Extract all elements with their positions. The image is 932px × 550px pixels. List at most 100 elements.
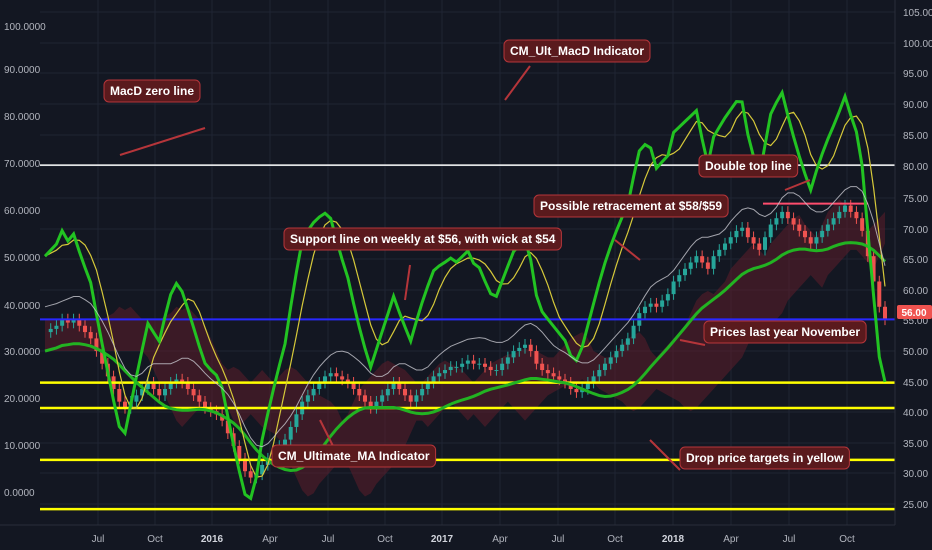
arrow-4 [404, 264, 411, 301]
x-tick-11: Apr [723, 534, 739, 545]
callout-5: Prices last year November [703, 320, 867, 344]
candle-body-120 [728, 237, 733, 244]
candle-body-50 [328, 373, 333, 377]
candle-body-113 [688, 262, 693, 269]
right-tick-0: 105.00 [903, 8, 932, 19]
candle-body-63 [403, 389, 407, 396]
right-tick-14: 35.00 [903, 439, 928, 450]
candle-body-16 [134, 395, 139, 402]
candle-body-46 [305, 395, 310, 402]
candle-body-22 [168, 382, 173, 390]
candle-body-47 [311, 389, 316, 396]
candle-body-78 [488, 366, 493, 371]
candle-body-108 [660, 300, 665, 307]
candle-body-143 [860, 218, 865, 231]
right-tick-16: 25.00 [903, 500, 928, 511]
candle-body-126 [763, 237, 767, 250]
callout-box-5 [703, 320, 867, 344]
right-tick-7: 70.00 [903, 225, 928, 236]
candles [48, 199, 887, 484]
ma-line [44, 241, 887, 473]
candle-body-57 [368, 401, 373, 408]
right-tick-3: 90.00 [903, 100, 928, 111]
candle-body-101 [620, 344, 625, 352]
x-tick-1: Oct [147, 534, 163, 545]
candle-body-5 [71, 319, 76, 323]
candle-body-72 [454, 366, 459, 368]
candle-body-1 [48, 328, 53, 333]
candle-body-115 [700, 256, 705, 263]
right-axis: 105.00 100.00 95.00 90.00 85.00 80.00 75.00 70.… [894, 0, 932, 525]
left-axis: 100.0000 90.0000 80.0000 70.0000 60.0000 50.0… [4, 22, 46, 499]
candle-body-66 [420, 389, 425, 396]
candle-body-34 [237, 445, 242, 459]
x-tick-3: Apr [262, 534, 278, 545]
left-tick-3: 70.0000 [4, 159, 41, 170]
arrow-3 [614, 239, 641, 261]
candle-body-17 [140, 389, 145, 396]
candle-body-13 [117, 389, 122, 402]
right-tick-10: 55.00 [903, 316, 928, 327]
candle-body-76 [477, 363, 482, 365]
candle-body-38 [260, 464, 265, 475]
candle-body-128 [774, 218, 779, 225]
left-tick-8: 20.0000 [4, 394, 41, 405]
x-tick-6: 2017 [431, 534, 454, 545]
macd-line [43, 88, 887, 501]
callout-box-7 [679, 446, 850, 470]
candle-body-96 [591, 376, 596, 383]
candle-body-129 [780, 211, 785, 219]
left-tick-0: 100.0000 [4, 22, 46, 33]
candle-body-118 [717, 249, 722, 257]
x-tick-5: Oct [377, 534, 393, 545]
candle-body-85 [528, 344, 533, 352]
candle-body-124 [751, 237, 756, 244]
candle-body-3 [60, 319, 65, 326]
left-tick-4: 60.0000 [4, 206, 41, 217]
candle-body-112 [683, 268, 687, 276]
candle-body-122 [740, 227, 745, 231]
callout-text-5: Prices last year November [710, 325, 860, 339]
callout-text-2: Double top line [705, 159, 792, 173]
candle-body-48 [317, 382, 322, 390]
callout-text-0: MacD zero line [110, 84, 194, 98]
indicator-lines [43, 88, 887, 501]
callout-text-7: Drop price targets in yellow [686, 451, 844, 465]
callout-box-2 [698, 154, 799, 178]
candle-body-42 [283, 439, 287, 446]
candle-body-2 [54, 325, 59, 329]
callout-7: Drop price targets in yellow [679, 446, 850, 470]
candle-body-125 [757, 243, 762, 250]
right-tick-5: 80.00 [903, 162, 928, 173]
x-tick-9: Oct [607, 534, 623, 545]
candle-body-116 [705, 262, 710, 269]
right-tick-2: 95.00 [903, 69, 928, 80]
candle-body-99 [608, 357, 613, 364]
candle-body-4 [65, 319, 70, 323]
callout-box-4 [283, 227, 562, 251]
x-tick-7: Apr [492, 534, 508, 545]
candle-body-43 [288, 426, 293, 440]
candle-body-95 [585, 382, 590, 390]
candle-body-111 [677, 275, 682, 282]
candle-body-26 [191, 389, 196, 396]
candle-body-58 [374, 401, 379, 408]
candle-body-97 [597, 370, 602, 377]
x-tick-12: Jul [783, 534, 796, 545]
candle-body-52 [340, 376, 345, 380]
x-tick-0: Jul [92, 534, 105, 545]
candle-body-141 [848, 205, 853, 212]
right-tick-8: 65.00 [903, 255, 928, 266]
candle-body-139 [837, 211, 842, 219]
candle-body-138 [831, 218, 836, 225]
candle-body-130 [785, 211, 790, 219]
candle-body-60 [385, 389, 390, 396]
candle-body-19 [151, 382, 156, 390]
candle-body-133 [803, 230, 807, 238]
candle-body-83 [517, 347, 522, 352]
callout-text-1: CM_Ult_MacD Indicator [510, 44, 644, 58]
candle-body-21 [163, 389, 167, 396]
candle-body-135 [814, 237, 819, 244]
candle-body-64 [408, 395, 413, 402]
